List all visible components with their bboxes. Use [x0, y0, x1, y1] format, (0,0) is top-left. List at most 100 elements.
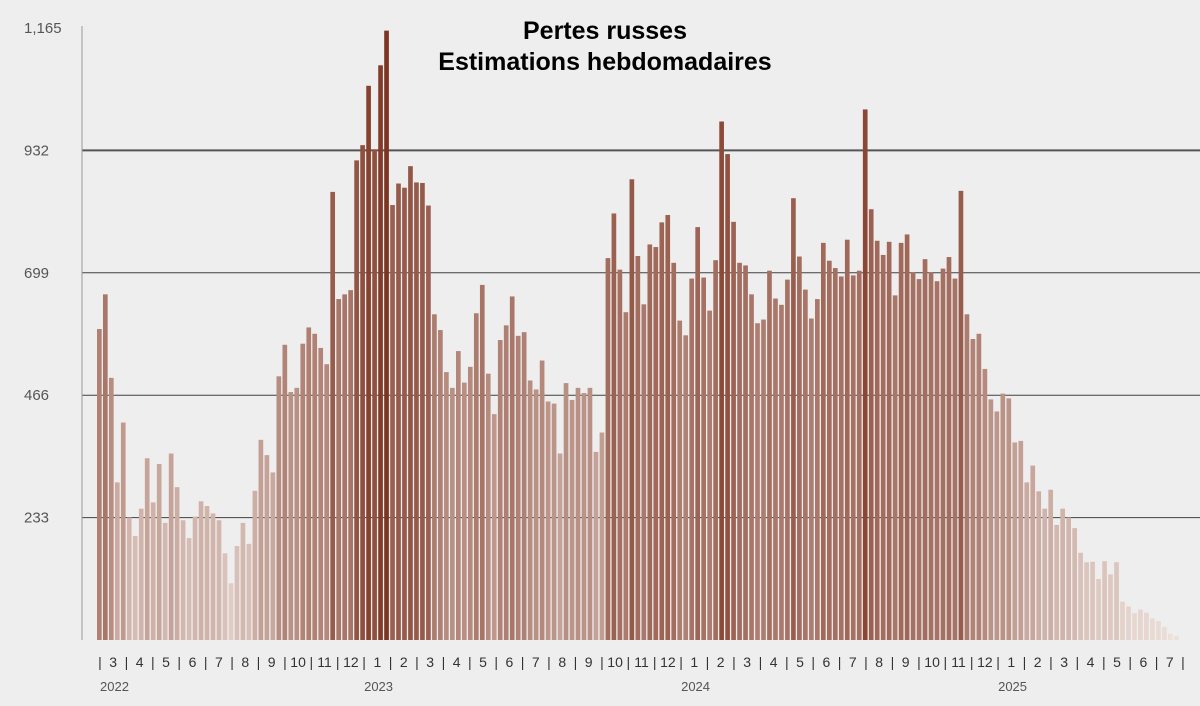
bar: [258, 439, 264, 640]
bar: [144, 458, 150, 640]
bar: [563, 383, 569, 640]
grid-layer: [82, 149, 1200, 519]
month-separator: |: [600, 654, 604, 670]
bar: [797, 256, 802, 640]
month-label: 10: [607, 654, 623, 670]
bar: [982, 368, 988, 640]
bar: [132, 535, 138, 640]
bar: [659, 222, 665, 640]
month-separator: |: [177, 654, 181, 670]
month-separator: |: [970, 654, 974, 670]
month-label: 10: [290, 654, 306, 670]
month-label: 9: [585, 654, 593, 670]
month-separator: |: [415, 654, 419, 670]
month-label: 8: [558, 654, 566, 670]
month-label: 7: [1166, 654, 1174, 670]
y-tick-label: 466: [24, 387, 49, 404]
month-separator: |: [732, 654, 736, 670]
month-label: 3: [1060, 654, 1068, 670]
bar: [761, 319, 766, 640]
month-separator: |: [759, 654, 763, 670]
bar: [940, 268, 946, 640]
month-separator: |: [679, 654, 683, 670]
bar: [450, 387, 455, 640]
bar: [593, 451, 599, 640]
bar: [432, 314, 437, 640]
bar: [533, 389, 539, 640]
bar: [683, 335, 689, 640]
month-label: 1: [374, 654, 382, 670]
bar: [216, 520, 222, 640]
bar: [180, 520, 186, 640]
month-label: 11: [951, 654, 966, 670]
bar: [671, 262, 677, 640]
bar: [695, 227, 701, 640]
bar: [569, 399, 575, 640]
bar: [539, 360, 545, 640]
bar: [168, 453, 174, 640]
bar: [503, 325, 509, 640]
bar-layer: [97, 30, 1179, 641]
bar: [934, 281, 940, 640]
bar: [1078, 552, 1083, 640]
bar: [150, 502, 156, 640]
bar: [725, 154, 730, 640]
bar: [791, 198, 796, 640]
bar: [701, 277, 706, 640]
month-label: 11: [317, 654, 332, 670]
bar: [755, 323, 760, 640]
bar: [647, 244, 653, 640]
year-label: 2023: [364, 679, 393, 694]
month-separator: |: [811, 654, 815, 670]
bar: [1066, 517, 1071, 640]
bar: [1156, 621, 1161, 640]
bar: [743, 265, 748, 640]
bar: [300, 343, 306, 640]
bar: [665, 215, 671, 640]
month-label: 6: [823, 654, 831, 670]
bar: [97, 329, 102, 640]
bar: [868, 209, 874, 641]
bar: [677, 320, 683, 640]
bar: [288, 392, 294, 640]
bar: [438, 330, 443, 640]
bar: [1030, 465, 1036, 640]
month-label: 9: [902, 654, 910, 670]
bar: [1120, 601, 1125, 640]
month-separator: |: [151, 654, 155, 670]
bar: [479, 284, 485, 640]
bar: [892, 295, 898, 640]
bar: [844, 239, 850, 640]
bar: [336, 299, 342, 640]
bar: [653, 247, 659, 640]
month-separator: |: [574, 654, 578, 670]
year-label: 2024: [681, 679, 710, 694]
bar: [497, 340, 503, 640]
bar: [114, 482, 120, 640]
bar: [1036, 491, 1042, 640]
bar: [809, 318, 814, 640]
month-label: 8: [241, 654, 249, 670]
bar: [850, 275, 856, 640]
bar: [749, 294, 754, 640]
bar: [521, 332, 527, 640]
month-label: 12: [660, 654, 676, 670]
bar: [1072, 528, 1077, 640]
bar: [551, 403, 557, 640]
bar: [946, 257, 952, 640]
bar: [773, 298, 778, 640]
bar: [1102, 561, 1107, 640]
bar: [856, 270, 862, 640]
bar: [1114, 562, 1119, 640]
bar: [611, 213, 617, 640]
bar: [1108, 574, 1113, 640]
month-label: 7: [215, 654, 223, 670]
bar: [396, 183, 401, 640]
month-label: 3: [743, 654, 751, 670]
month-separator: |: [943, 654, 947, 670]
bar: [306, 327, 312, 640]
bar: [246, 543, 252, 640]
